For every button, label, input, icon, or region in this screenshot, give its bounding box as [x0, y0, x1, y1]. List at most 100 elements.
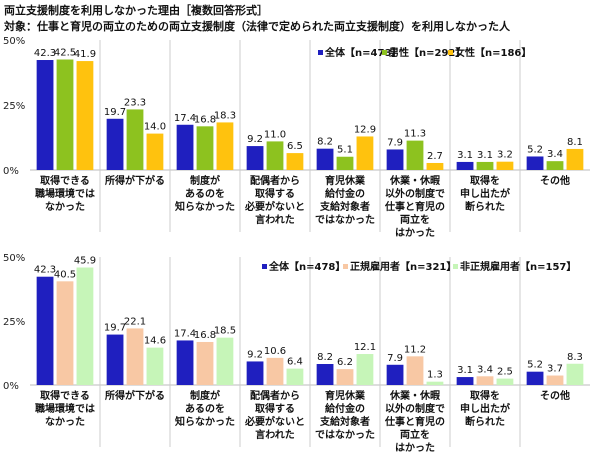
bar-1: [176, 124, 194, 170]
legend-swatch: [262, 264, 267, 269]
category-label: 取得を: [470, 389, 500, 402]
data-label: 41.9: [74, 49, 96, 60]
data-label: 12.9: [354, 124, 376, 135]
data-label: 14.0: [144, 122, 166, 133]
data-label: 5.2: [527, 360, 543, 371]
y-tick-label: 25%: [3, 101, 25, 112]
category-label: 制度が: [190, 389, 221, 402]
data-label: 7.9: [387, 137, 403, 148]
data-label: 9.2: [247, 349, 263, 360]
category-label: 知らなかった: [174, 415, 235, 428]
category-label: 取得できる: [40, 389, 90, 402]
bar-3: [146, 133, 164, 170]
data-label: 19.7: [104, 323, 126, 334]
category-label: 申し出たが: [460, 402, 511, 415]
bar-3: [566, 363, 584, 385]
data-label: 11.2: [404, 344, 426, 355]
bar-1: [386, 149, 404, 170]
category-label: 取得を: [470, 174, 500, 187]
y-tick-label: 25%: [3, 317, 25, 328]
category-label: 給付金の: [325, 187, 365, 200]
data-label: 14.6: [144, 336, 166, 347]
category-label: なかった: [45, 201, 85, 213]
category-label: その他: [540, 174, 570, 187]
data-label: 8.2: [317, 352, 333, 363]
data-label: 17.4: [174, 328, 196, 339]
bar-3: [286, 153, 304, 170]
bar-2: [336, 369, 354, 385]
legend-label: 正規雇用者【n=321】: [350, 260, 456, 273]
bar-1: [456, 377, 474, 385]
bar-3: [76, 61, 94, 171]
data-label: 17.4: [174, 113, 196, 124]
bar-3: [146, 347, 164, 385]
bar-1: [246, 361, 264, 385]
data-label: 3.1: [457, 150, 473, 161]
data-label: 3.1: [457, 365, 473, 376]
category-label: 職場環境では: [35, 402, 95, 415]
legend-label: 女性【n=186】: [455, 46, 531, 59]
bar-3: [426, 162, 444, 170]
data-label: 18.5: [214, 326, 236, 337]
data-label: 42.5: [54, 48, 76, 59]
category-label: 取得できる: [40, 174, 90, 187]
y-tick-label: 0%: [3, 381, 19, 392]
bar-2: [336, 156, 354, 170]
data-label: 10.6: [264, 346, 286, 357]
bar-2: [196, 341, 214, 385]
category-label: 配偶者から: [250, 389, 300, 402]
category-label: 仕事と育児の: [384, 200, 445, 213]
category-label: 所得が下がる: [105, 174, 165, 187]
legend-swatch: [382, 50, 387, 55]
bar-2: [196, 126, 214, 170]
legend-label: 男性【n=292】: [389, 46, 465, 59]
legend-swatch: [448, 50, 453, 55]
legend-label: 全体【n=478】: [268, 260, 345, 273]
data-label: 8.1: [567, 137, 583, 148]
bar-2: [476, 161, 494, 170]
bar-1: [316, 148, 334, 170]
data-label: 12.1: [354, 342, 376, 353]
bar-2: [476, 376, 494, 385]
bar-1: [456, 161, 474, 170]
category-label: その他: [540, 389, 570, 402]
category-label: 必要がないと: [244, 200, 305, 213]
category-label: 職場環境では: [35, 187, 95, 200]
data-label: 3.4: [547, 149, 563, 160]
category-label: 支給対象者: [319, 200, 370, 213]
bar-3: [356, 136, 374, 170]
category-label: 給付金の: [325, 402, 365, 415]
data-label: 42.3: [34, 265, 56, 276]
bar-3: [356, 354, 374, 385]
legend-swatch: [318, 50, 323, 55]
bar-1: [316, 364, 334, 385]
category-label: 必要がないと: [244, 415, 305, 428]
bar-1: [36, 276, 54, 385]
bar-1: [106, 118, 124, 170]
data-label: 45.9: [74, 255, 96, 266]
data-label: 3.4: [477, 364, 493, 375]
bar-3: [566, 148, 584, 170]
category-label: はかった: [395, 227, 435, 239]
data-label: 23.3: [124, 97, 146, 108]
data-label: 16.8: [194, 114, 216, 125]
category-label: 言われた: [255, 213, 295, 226]
data-label: 6.4: [287, 357, 303, 368]
bar-2: [266, 141, 284, 170]
data-label: 6.5: [287, 141, 303, 152]
category-label: 知らなかった: [174, 200, 235, 213]
category-label: 所得が下がる: [105, 389, 165, 402]
category-label: 育児休業: [325, 389, 366, 402]
category-label: 以外の制度で: [385, 402, 445, 415]
category-label: 支給対象者: [319, 415, 370, 428]
data-label: 9.2: [247, 134, 263, 145]
bar-2: [126, 328, 144, 385]
data-label: 3.2: [497, 150, 513, 161]
bar-1: [176, 340, 194, 385]
category-label: 両立を: [400, 213, 430, 226]
chart-title: 両立支援制度を利用しなかった理由［複数回答形式］: [4, 4, 268, 17]
data-label: 2.5: [497, 367, 513, 378]
category-label: 断られた: [465, 415, 505, 428]
bar-3: [216, 122, 234, 170]
